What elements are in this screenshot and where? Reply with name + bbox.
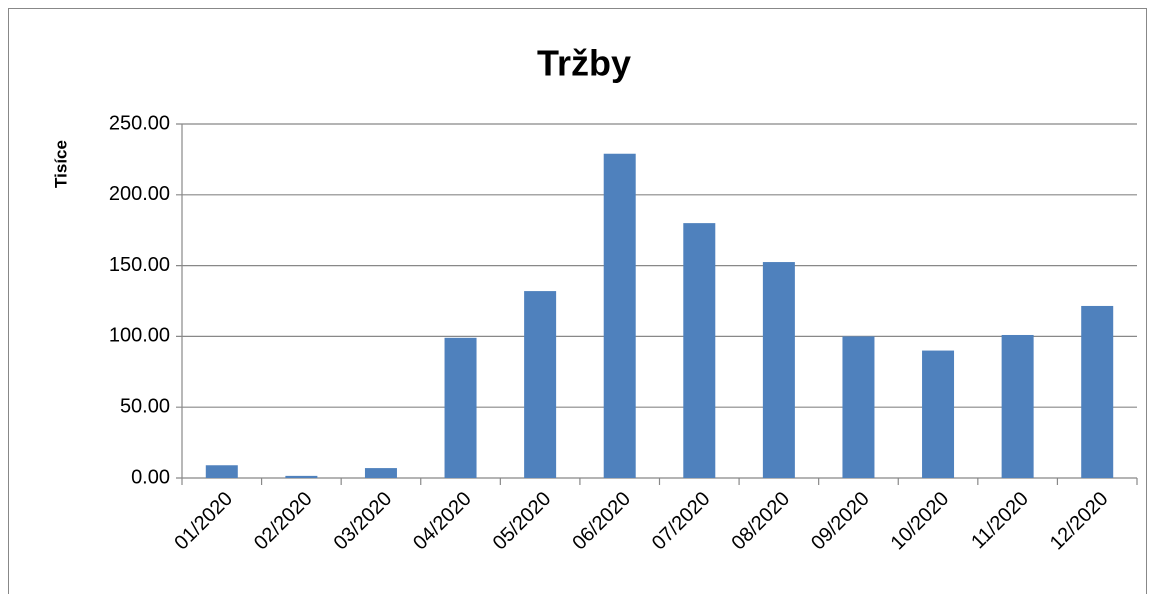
y-tick-label: 50.00 [120, 395, 170, 417]
y-tick-label: 200.00 [109, 183, 170, 205]
bar [524, 291, 557, 478]
y-axis-label: Tisíce [51, 140, 70, 188]
bar [683, 223, 716, 478]
bar [205, 465, 238, 478]
bar [762, 262, 795, 478]
bar [842, 336, 875, 478]
y-tick-label: 0.00 [131, 466, 170, 488]
y-tick-label: 100.00 [109, 325, 170, 347]
bar [1081, 305, 1114, 478]
y-tick-label: 150.00 [109, 254, 170, 276]
bar [603, 153, 636, 478]
bar [285, 475, 318, 478]
bar [1001, 334, 1034, 478]
chart-border [8, 8, 1147, 594]
bar [364, 468, 397, 478]
chart-title: Tržby [537, 43, 631, 84]
bar [922, 350, 955, 478]
bar [444, 337, 477, 478]
y-tick-label: 250.00 [109, 112, 170, 134]
